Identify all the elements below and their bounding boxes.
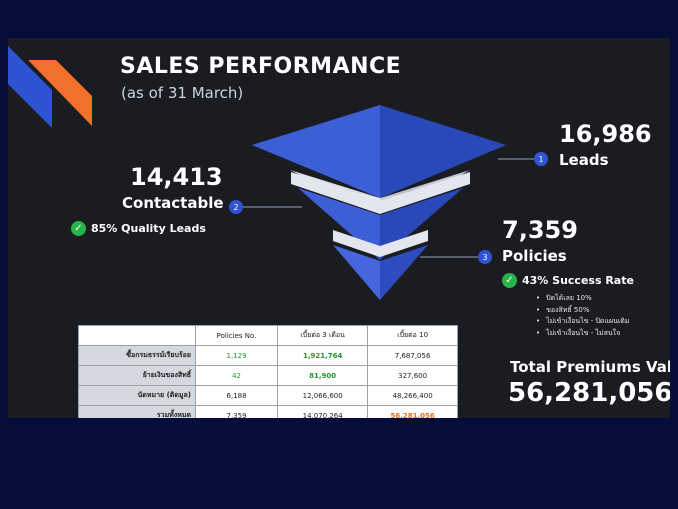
success-rate-note: ✓ 43% Success Rate — [502, 273, 634, 288]
marker-1-label: 1 — [538, 155, 543, 164]
table-cell: 81,900 — [277, 365, 369, 386]
marker-2-label: 2 — [233, 203, 238, 212]
quality-leads-note: ✓ 85% Quality Leads — [71, 221, 206, 236]
quality-leads-text: 85% Quality Leads — [91, 222, 206, 235]
contactable-label: Contactable — [122, 194, 224, 212]
table-header-row: Policies No. เบี้ยต่อ 3 เดือน เบี้ยต่อ 1… — [78, 325, 458, 346]
funnel-band-2 — [333, 230, 428, 257]
table-cell: 7,359 — [194, 405, 279, 418]
check-icon: ✓ — [502, 273, 517, 288]
slide: SALES PERFORMANCE (as of 31 March) — [8, 38, 670, 418]
total-premiums-amount: 56,281,056 — [508, 378, 670, 408]
page-title: SALES PERFORMANCE — [120, 54, 402, 79]
policies-value: 7,359 — [502, 216, 578, 244]
total-premiums-value: 56,281,056 T — [508, 378, 670, 408]
funnel-tier-leads — [252, 105, 506, 208]
table-cell: 14,070,264 — [277, 405, 369, 418]
marker-3-label: 3 — [482, 253, 487, 262]
list-item: ไม่เข้าเงื่อนไข - ปิดแผนเดิม — [536, 316, 629, 328]
policies-breakdown-list: ปิดได้เลย 10% ของสิทธิ์ 50% ไม่เข้าเงื่อ… — [536, 293, 629, 339]
table-cell: รวมทั้งหมด — [78, 405, 196, 418]
table-cell: ย้ายเงินของสิทธิ์ — [78, 365, 196, 386]
success-rate-text: 43% Success Rate — [522, 274, 634, 287]
contactable-value: 14,413 — [130, 163, 223, 191]
list-item: ไม่เข้าเงื่อนไข - ไม่สนใจ — [536, 328, 629, 340]
table-cell: 327,600 — [367, 365, 458, 386]
table-cell: 56,281,056 — [367, 405, 458, 418]
marker-1: 1 — [534, 152, 548, 166]
table-row: ซื้อกรมธรรม์เรียบร้อย 1,129 1,921,764 7,… — [78, 345, 458, 366]
funnel-tier-policies — [333, 245, 428, 300]
table-cell: 12,066,600 — [277, 385, 369, 406]
table-header: Policies No. — [194, 325, 279, 346]
table-cell: นัดหมาย (ติดมูล) — [78, 385, 196, 406]
list-item: ของสิทธิ์ 50% — [536, 305, 629, 317]
list-item: ปิดได้เลย 10% — [536, 293, 629, 305]
leads-value: 16,986 — [559, 120, 652, 148]
marker-3: 3 — [478, 250, 492, 264]
marker-2: 2 — [229, 200, 243, 214]
funnel-chart: 1 2 3 — [229, 105, 548, 300]
table-header — [78, 325, 196, 346]
table-cell: 1,129 — [194, 345, 279, 366]
total-premiums-label: Total Premiums Value — [510, 358, 670, 376]
table-cell: ซื้อกรมธรรม์เรียบร้อย — [78, 345, 196, 366]
summary-table: Policies No. เบี้ยต่อ 3 เดือน เบี้ยต่อ 1… — [78, 325, 458, 418]
leads-label: Leads — [559, 151, 609, 169]
table-cell: 48,266,400 — [367, 385, 458, 406]
corner-logo-shape — [8, 46, 92, 128]
policies-label: Policies — [502, 247, 567, 265]
table-cell: 1,921,764 — [277, 345, 369, 366]
table-header: เบี้ยต่อ 3 เดือน — [277, 325, 369, 346]
funnel-band-1 — [291, 172, 470, 214]
table-header: เบี้ยต่อ 10 — [367, 325, 458, 346]
table-row: รวมทั้งหมด 7,359 14,070,264 56,281,056 — [78, 405, 458, 418]
table-row: ย้ายเงินของสิทธิ์ 42 81,900 327,600 — [78, 365, 458, 386]
table-row: นัดหมาย (ติดมูล) 6,188 12,066,600 48,266… — [78, 385, 458, 406]
table-cell: 42 — [194, 365, 279, 386]
table-cell: 7,687,056 — [367, 345, 458, 366]
page-subtitle: (as of 31 March) — [121, 84, 244, 102]
check-icon: ✓ — [71, 221, 86, 236]
table-cell: 6,188 — [194, 385, 279, 406]
